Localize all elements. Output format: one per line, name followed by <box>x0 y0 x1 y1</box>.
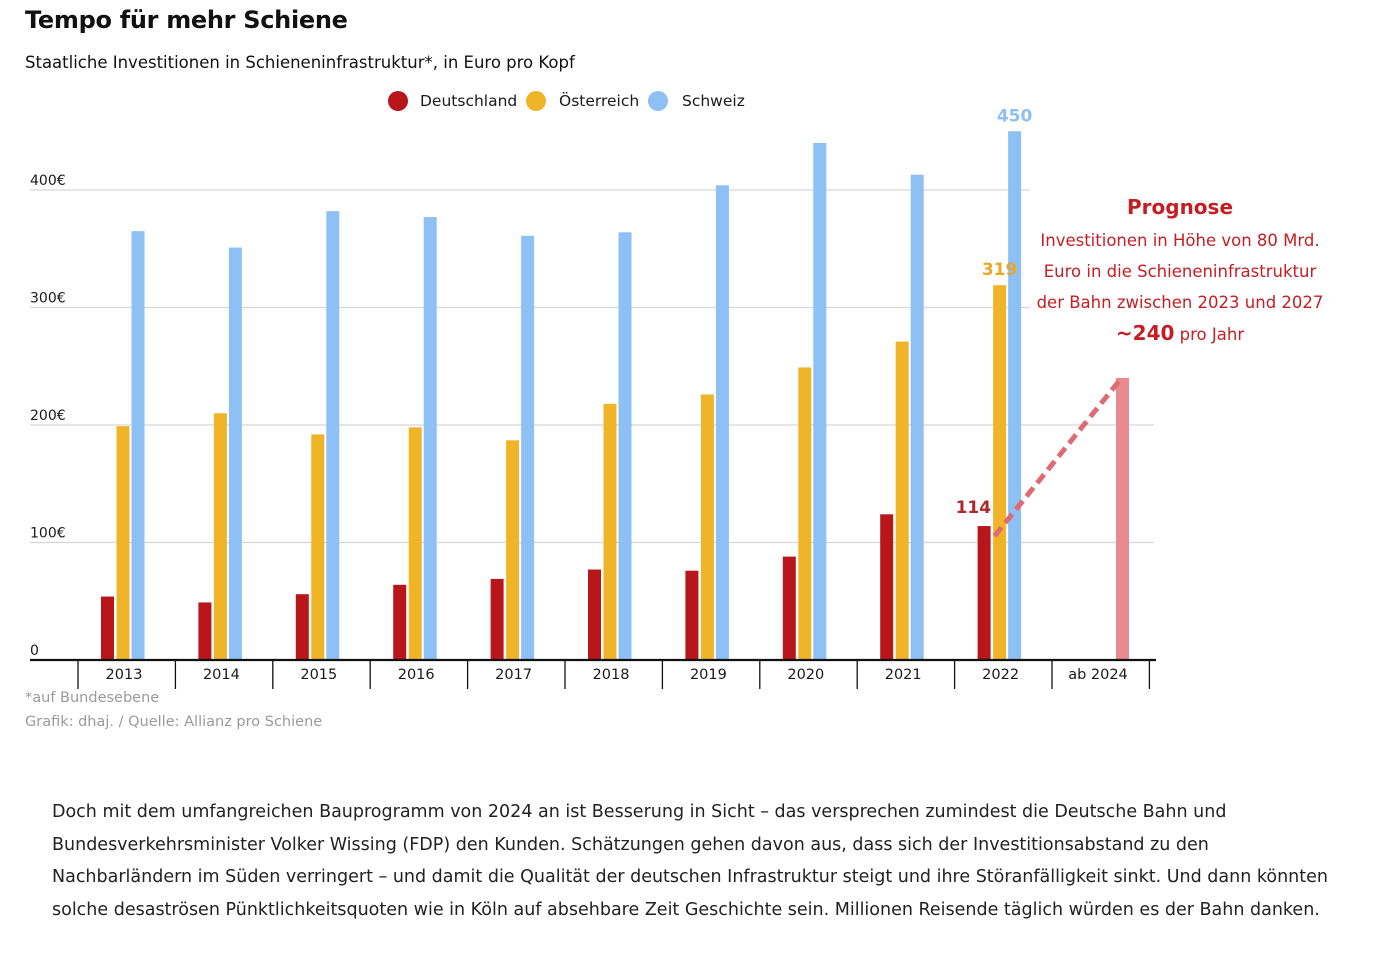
forecast-annotation: Prognose Investitionen in Höhe von 80 Mrd… <box>992 188 1340 538</box>
x-axis: 2013 2014 2015 2016 2017 2018 2019 2020 2021 2022… <box>30 658 1156 689</box>
chart-legend: Deutschland Österreich Schweiz <box>388 91 745 111</box>
bar-2016-3 <box>423 217 437 660</box>
x-tick-label-2020: 2020 <box>787 667 824 683</box>
bar-2016-1 <box>393 584 407 660</box>
legend-label-1: Deutschland <box>420 92 517 110</box>
forecast-text-panel <box>1030 188 1340 348</box>
bar-2016-2 <box>408 427 422 660</box>
bar-2018-1 <box>588 569 601 660</box>
x-tick-label-2022: 2022 <box>982 667 1019 683</box>
article-paragraph: Doch mit dem umfangreichen Bauprogramm v… <box>52 802 1328 920</box>
source-credit: Grafik: dhaj. / Quelle: Allianz pro Schi… <box>25 714 323 730</box>
annotations: 450 319 114 <box>956 106 1033 518</box>
legend-marker-2 <box>526 91 546 111</box>
value-label-sterreich: 319 <box>982 260 1018 280</box>
x-tick-label-2018: 2018 <box>593 667 630 683</box>
x-tick-label-2015: 2015 <box>300 667 337 683</box>
bar-2015-3 <box>326 211 340 660</box>
bar-2014-1 <box>198 602 212 660</box>
y-axis-labels: 0 100€ 200€ 300€ 400€ <box>30 173 66 659</box>
bar-2022-3 <box>1008 131 1022 660</box>
value-label-deutschland: 114 <box>956 498 992 518</box>
forecast-line-2: Euro in die Schieneninfrastruktur <box>1044 262 1317 281</box>
bar-2022-1 <box>977 526 991 660</box>
x-tick-label-ab-2024: ab 2024 <box>1068 667 1128 683</box>
footnote: *auf Bundesebene <box>25 690 160 706</box>
y-tick-label-300: 300€ <box>30 291 66 307</box>
bar-2015-2 <box>311 434 325 660</box>
value-label-schweiz: 450 <box>997 106 1033 126</box>
bar-2017-3 <box>521 235 535 660</box>
bars <box>101 131 1129 661</box>
bar-2013-1 <box>101 596 114 660</box>
bar-2019-2 <box>700 394 714 660</box>
bar-2013-3 <box>131 231 145 660</box>
bar-2021-3 <box>910 174 924 660</box>
legend-label-3: Schweiz <box>682 92 745 110</box>
bar-2020-1 <box>782 556 796 660</box>
chart-title: Tempo für mehr Schiene <box>25 6 348 34</box>
bar-2022-2 <box>993 285 1007 660</box>
forecast-value-number: ~240 <box>1116 321 1175 345</box>
bar-2020-3 <box>813 143 827 660</box>
bar-2015-1 <box>295 594 309 660</box>
y-tick-label-0: 0 <box>30 643 39 659</box>
chart-subtitle: Staatliche Investitionen in Schieneninfr… <box>25 53 575 72</box>
x-tick-label-2021: 2021 <box>885 667 922 683</box>
bar-2014-2 <box>213 413 227 660</box>
x-tick-label-2013: 2013 <box>106 667 143 683</box>
bar-2020-2 <box>798 367 812 660</box>
y-tick-label-100: 100€ <box>30 526 66 542</box>
forecast-line-1: Investitionen in Höhe von 80 Mrd. <box>1040 231 1319 250</box>
forecast-line-3: der Bahn zwischen 2023 und 2027 <box>1037 293 1324 312</box>
x-tick-label-2019: 2019 <box>690 667 727 683</box>
y-tick-label-400: 400€ <box>30 173 66 189</box>
bar-2019-3 <box>715 185 729 661</box>
y-tick-label-200: 200€ <box>30 408 66 424</box>
bar-2013-2 <box>116 426 130 660</box>
legend-label-2: Österreich <box>559 91 639 110</box>
bar-2014-3 <box>228 247 242 660</box>
legend-marker-3 <box>648 91 668 111</box>
bar-2019-1 <box>685 570 699 660</box>
bar-chart: Deutschland Österreich Schweiz 0 100€ 200€ 30… <box>30 91 1340 689</box>
x-tick-label-2016: 2016 <box>398 667 435 683</box>
grid-lines <box>30 189 1154 544</box>
bar-2021-1 <box>880 514 894 660</box>
bar-2017-1 <box>490 578 504 660</box>
bar-2021-2 <box>895 341 909 660</box>
bar-ab-2024-4 <box>1116 378 1129 660</box>
forecast-value: ~240 pro Jahr <box>1116 321 1244 345</box>
bar-2017-2 <box>506 440 520 660</box>
x-tick-label-2014: 2014 <box>203 667 240 683</box>
x-tick-label-2017: 2017 <box>495 667 532 683</box>
bar-2018-3 <box>618 232 632 661</box>
forecast-value-suffix: pro Jahr <box>1174 325 1244 344</box>
legend-marker-1 <box>388 91 408 111</box>
forecast-heading: Prognose <box>1127 195 1233 219</box>
bar-2018-2 <box>603 403 617 660</box>
